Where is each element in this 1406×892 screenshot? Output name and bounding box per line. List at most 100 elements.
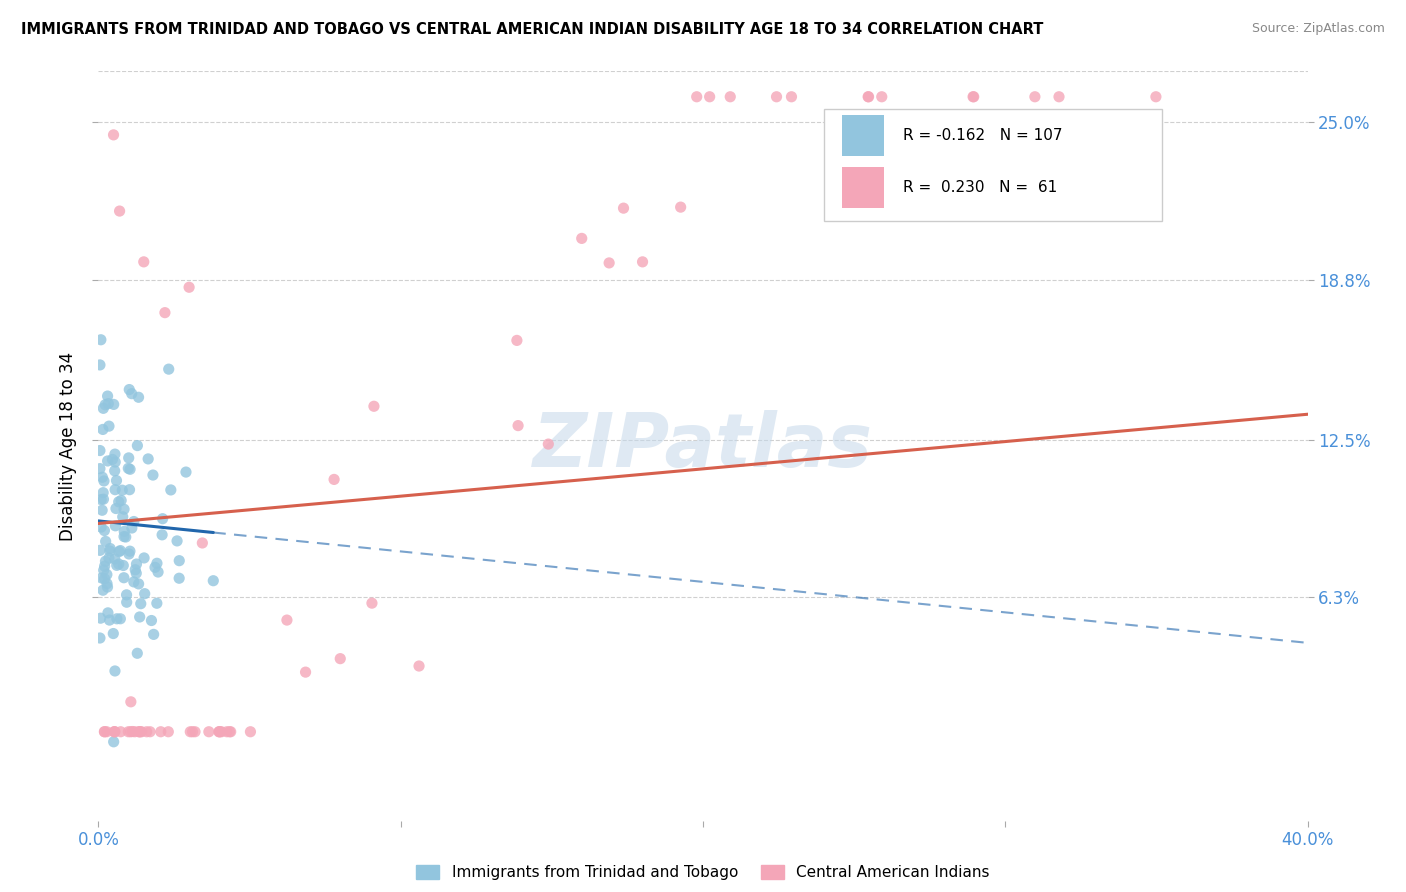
Point [98, 419, 121, 434]
Point [963, 89, 986, 103]
Point [112, 502, 135, 516]
Point [108, 544, 131, 558]
Point [598, 256, 620, 270]
Point [129, 597, 152, 611]
Point [110, 612, 132, 626]
Legend: Immigrants from Trinidad and Tobago, Central American Indians: Immigrants from Trinidad and Tobago, Cen… [416, 865, 990, 880]
Point [97, 606, 120, 620]
Point [118, 483, 141, 497]
Point [108, 204, 131, 219]
FancyBboxPatch shape [842, 115, 884, 156]
Point [93, 492, 115, 507]
Point [122, 574, 145, 589]
Point [96, 576, 118, 591]
Point [94, 398, 117, 412]
Point [104, 664, 127, 678]
Point [97, 389, 120, 403]
Point [117, 724, 139, 739]
Point [179, 724, 201, 739]
Point [115, 595, 138, 609]
Point [191, 536, 214, 550]
Point [97, 397, 120, 411]
Point [856, 89, 879, 103]
Point [699, 89, 721, 103]
Point [686, 89, 709, 103]
Point [184, 724, 207, 739]
Point [91, 422, 114, 436]
Point [103, 735, 125, 749]
Point [870, 89, 893, 103]
Point [93, 563, 115, 577]
Point [631, 255, 654, 269]
Point [202, 574, 225, 588]
Point [105, 612, 128, 626]
Point [89, 631, 111, 645]
Point [363, 399, 385, 413]
Point [120, 724, 142, 739]
Point [112, 558, 135, 573]
Point [103, 128, 125, 142]
Text: R = -0.162   N = 107: R = -0.162 N = 107 [903, 128, 1062, 143]
Point [537, 437, 560, 451]
Point [114, 530, 136, 544]
Point [157, 362, 180, 376]
Point [146, 596, 169, 610]
Point [97, 551, 120, 566]
Point [780, 89, 803, 103]
Point [208, 724, 231, 739]
Point [112, 571, 135, 585]
Point [96, 724, 118, 739]
Point [104, 483, 127, 497]
Point [93, 474, 115, 488]
Point [1024, 89, 1046, 103]
Point [105, 558, 128, 573]
Point [127, 646, 149, 660]
Point [90, 520, 112, 534]
Point [107, 557, 129, 571]
Point [104, 501, 127, 516]
Point [571, 231, 593, 245]
Point [198, 724, 221, 739]
Point [93, 524, 115, 538]
Point [152, 512, 174, 526]
Point [103, 397, 125, 411]
Point [146, 565, 169, 579]
Point [146, 556, 169, 570]
Point [159, 483, 181, 497]
Point [98, 613, 121, 627]
Point [112, 530, 135, 544]
Point [98, 544, 121, 558]
Point [93, 724, 115, 739]
Point [96, 580, 118, 594]
Point [208, 724, 231, 739]
Point [132, 255, 155, 269]
Point [104, 552, 127, 566]
Point [167, 571, 190, 585]
Point [91, 503, 114, 517]
Text: ZIPatlas: ZIPatlas [533, 409, 873, 483]
Point [323, 472, 346, 486]
Point [506, 334, 529, 348]
Point [118, 544, 141, 558]
Point [1144, 89, 1167, 103]
Point [89, 461, 111, 475]
Point [150, 528, 173, 542]
Point [110, 543, 132, 558]
Point [153, 306, 176, 320]
Point [174, 465, 197, 479]
Point [134, 587, 156, 601]
Point [94, 554, 117, 568]
Point [98, 541, 121, 556]
Point [90, 492, 112, 507]
Point [103, 626, 125, 640]
Point [110, 724, 132, 739]
FancyBboxPatch shape [842, 167, 884, 208]
Point [765, 89, 787, 103]
Point [111, 509, 134, 524]
Point [218, 724, 240, 739]
Point [128, 390, 150, 404]
Point [141, 614, 163, 628]
Point [128, 724, 150, 739]
Point [104, 518, 127, 533]
Point [361, 596, 384, 610]
